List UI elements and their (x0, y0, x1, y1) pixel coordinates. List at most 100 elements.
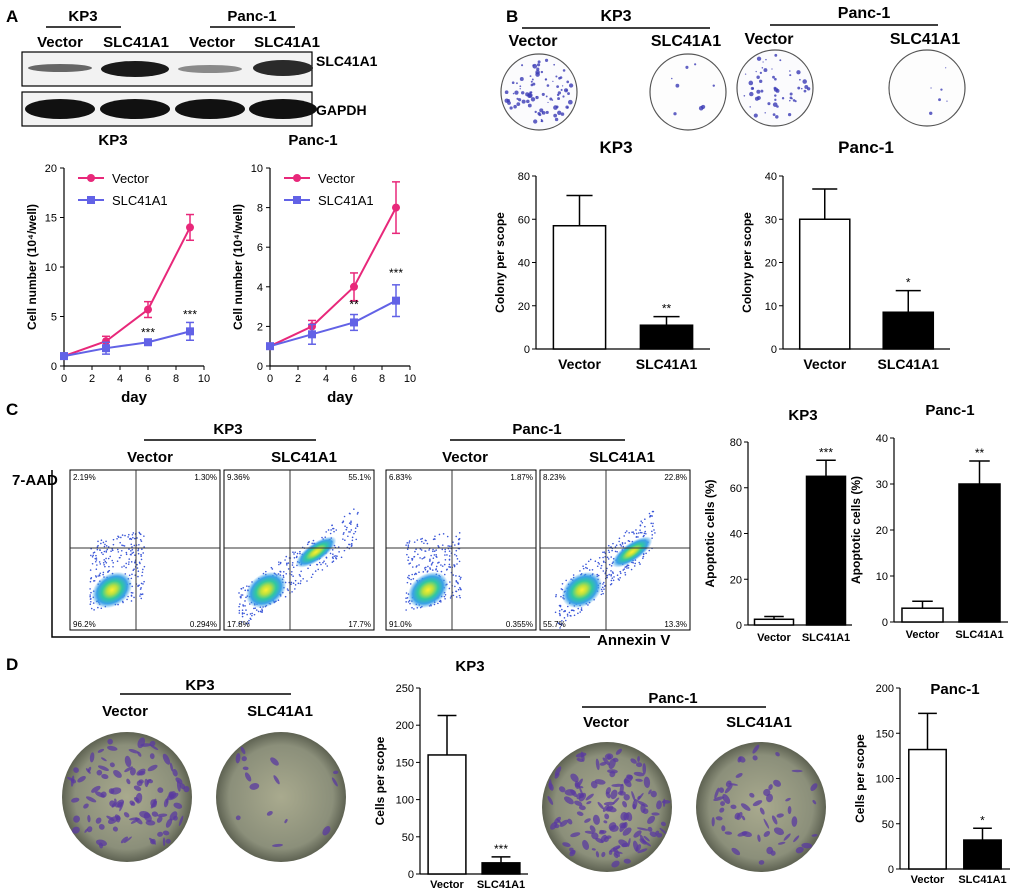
flow-event (320, 563, 322, 566)
x-tick-label: 2 (89, 373, 95, 385)
flow-event (343, 549, 346, 552)
flow-event (105, 562, 108, 564)
flow-event (131, 533, 134, 536)
data-point (102, 344, 110, 353)
flow-event (282, 570, 285, 573)
flow-event (460, 576, 462, 579)
flow-plot-frame (69, 469, 221, 631)
flow-event (128, 558, 131, 560)
flow-event (270, 566, 273, 569)
stained-cell (648, 789, 652, 795)
flow-event (611, 549, 613, 552)
colony-dot (748, 80, 754, 86)
flow-event (431, 562, 433, 565)
flow-event (623, 535, 625, 537)
colony-dot (553, 113, 558, 118)
flow-event (292, 575, 294, 577)
flow-event (239, 603, 241, 605)
flow-cond-label: SLC41A1 (271, 449, 337, 466)
flow-event (432, 557, 435, 560)
y-axis-label: Colony per scope (740, 212, 754, 313)
flow-event (598, 563, 601, 565)
flow-event (619, 543, 622, 546)
flow-event (331, 524, 333, 526)
colony-dot (547, 101, 549, 104)
stained-cell (98, 824, 105, 830)
stained-cell (763, 818, 770, 829)
colony-dish-panc1-slc41a1 (888, 49, 966, 127)
flow-event (131, 546, 133, 548)
colony-dot (551, 99, 554, 101)
flow-event (355, 538, 358, 541)
flow-event (448, 550, 451, 552)
stained-cell (113, 769, 122, 778)
stained-cell (570, 789, 578, 797)
colony-dot (511, 81, 515, 85)
flow-cond-label: SLC41A1 (589, 449, 655, 466)
category-label: Vector (803, 356, 846, 372)
y-tick-label: 5 (51, 312, 57, 324)
flow-event (294, 579, 297, 582)
panel-letter-a: A (6, 7, 18, 26)
flow-event (457, 543, 460, 545)
flow-event (566, 613, 569, 616)
flow-event (312, 539, 315, 542)
flow-event (651, 534, 654, 536)
stained-cell (711, 817, 715, 827)
flow-event (344, 539, 346, 542)
flow-event (621, 541, 624, 544)
flow-event (650, 515, 652, 517)
flow-event (420, 538, 422, 540)
stained-cell (135, 817, 143, 825)
flow-event (117, 551, 120, 553)
flow-event (137, 552, 140, 555)
colony-dot (541, 92, 545, 96)
stained-cell (612, 797, 620, 805)
stained-cell (795, 846, 804, 854)
colony-dot (527, 93, 533, 98)
flow-event (454, 553, 456, 556)
stained-cell (597, 801, 605, 810)
flow-event (408, 577, 411, 580)
significance-marker: ** (349, 298, 359, 312)
colony-dot (759, 71, 763, 75)
stained-cell (610, 789, 618, 800)
flow-event (639, 531, 642, 534)
flow-event (140, 553, 142, 556)
flow-event (125, 566, 127, 569)
stained-cell (559, 819, 569, 827)
stained-cell (592, 814, 600, 825)
stained-cell (157, 813, 168, 818)
blot-lane-label: Vector (37, 34, 83, 51)
stained-cell (284, 818, 288, 824)
stained-cell (637, 756, 640, 763)
flow-event (632, 561, 634, 564)
x-axis-label: day (327, 389, 354, 406)
flow-event (348, 543, 351, 546)
quadrant-ur: 1.87% (510, 473, 533, 482)
flow-event (555, 595, 557, 598)
stained-cell (616, 846, 621, 850)
blot-band (178, 65, 242, 73)
bar-slc41a1 (963, 839, 1002, 870)
flow-event (107, 570, 110, 573)
x-tick-label: 10 (404, 373, 416, 385)
colony-dot (673, 112, 677, 116)
flow-event (136, 567, 139, 569)
stained-cell (124, 755, 132, 768)
flow-event (419, 557, 421, 559)
flow-event (610, 556, 613, 558)
stained-cell (595, 758, 600, 771)
legend-marker (87, 174, 95, 182)
colony-dot (549, 97, 553, 101)
stained-cell (138, 770, 146, 776)
flow-event (606, 574, 609, 577)
colony-dot (512, 92, 515, 95)
colony-cond-label: SLC41A1 (890, 31, 960, 48)
stained-cell (617, 790, 626, 796)
flow-event (619, 572, 622, 575)
flow-event (241, 594, 244, 596)
flow-event (294, 584, 297, 586)
stained-cell (715, 816, 723, 821)
